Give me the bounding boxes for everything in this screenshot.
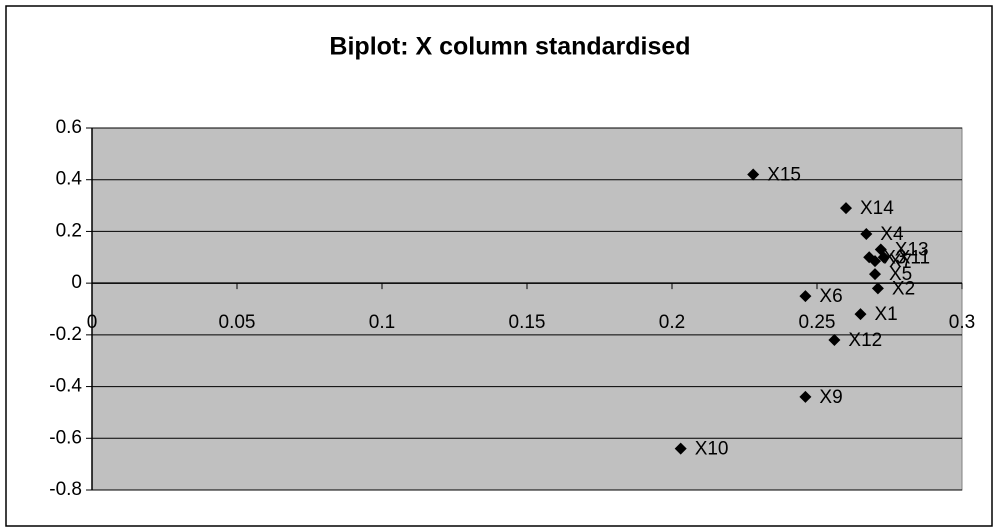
point-label: X3: [883, 247, 906, 268]
y-tick-label: -0.2: [49, 324, 82, 345]
point: [799, 390, 812, 403]
y-tick-label: -0.6: [49, 427, 82, 448]
point: [828, 334, 841, 347]
point-label: X5: [889, 264, 912, 285]
x-tick-label: 0.1: [369, 312, 395, 333]
point: [869, 255, 881, 268]
point: [854, 308, 867, 321]
point: [877, 251, 890, 264]
chart-title: Biplot: X column standardised: [329, 33, 690, 61]
point-label: X10: [695, 439, 729, 460]
point: [860, 228, 873, 241]
y-tick-label: 0.4: [56, 169, 83, 190]
x-tick-label: 0.25: [799, 312, 836, 333]
x-tick-label: 0.3: [949, 312, 975, 333]
point-label: X9: [819, 387, 842, 408]
point-label: X14: [860, 198, 894, 219]
point: [869, 268, 881, 281]
point-label: X4: [880, 224, 904, 245]
point: [674, 442, 687, 455]
point: [799, 290, 812, 303]
y-tick-label: -0.8: [49, 479, 82, 500]
y-tick-label: 0.2: [56, 220, 82, 241]
point: [747, 168, 760, 181]
y-tick-label: 0.6: [56, 117, 82, 138]
point-label: X11: [898, 247, 930, 268]
point-label: X15: [767, 165, 801, 186]
point-label: X13: [895, 240, 929, 261]
y-tick-label: -0.4: [49, 376, 82, 397]
point: [863, 251, 876, 264]
point-label: X12: [848, 330, 882, 351]
x-tick-label: 0.2: [659, 312, 685, 333]
x-tick-label: 0: [87, 312, 98, 333]
point: [840, 202, 852, 215]
point-label: X1: [875, 304, 898, 325]
point-label: X6: [819, 286, 842, 307]
point-label: X2: [892, 278, 915, 299]
point-label: X7: [889, 251, 912, 272]
plot-area: [91, 127, 963, 491]
x-tick-label: 0.15: [509, 312, 546, 333]
y-tick-label: 0: [71, 272, 82, 293]
x-tick-label: 0.05: [219, 312, 256, 333]
point: [871, 282, 884, 295]
